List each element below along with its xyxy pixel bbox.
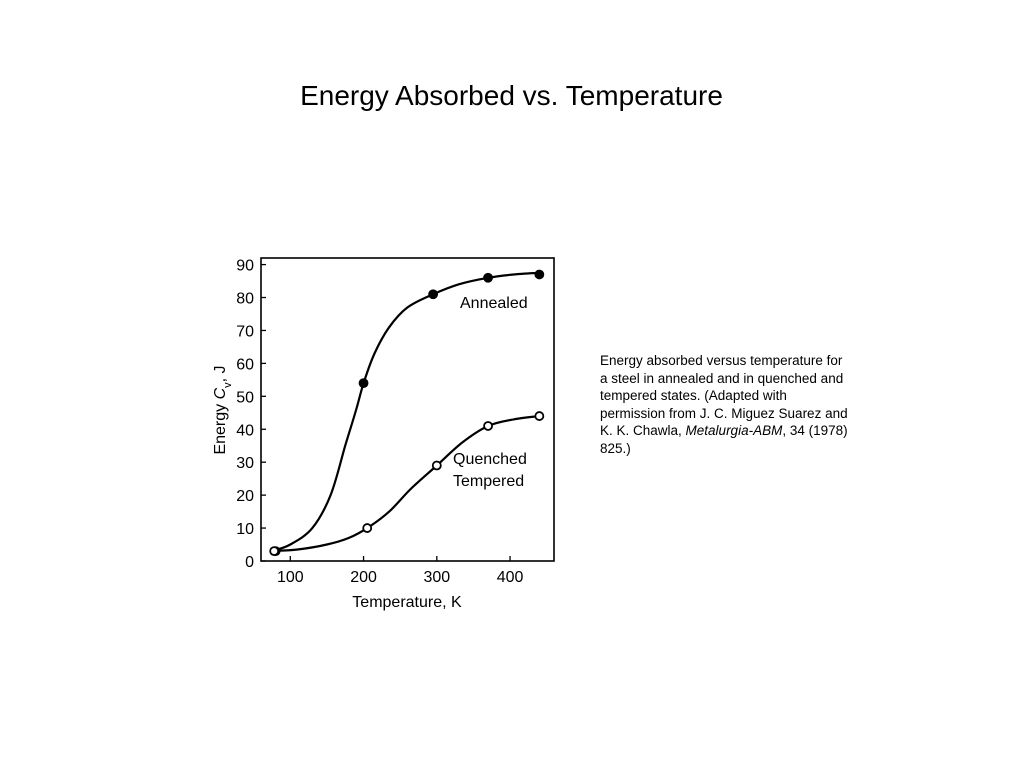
series-line-annealed [271, 271, 540, 553]
x-axis-ticks: 100 200 300 400 [277, 556, 524, 586]
y-tick-label: 60 [236, 356, 254, 373]
figure-caption: Energy absorbed versus temperature for a… [600, 352, 850, 457]
data-point-quenched-tempered [534, 411, 545, 421]
data-point-annealed [428, 289, 439, 300]
caption-citation: , 34 (1978) 825.) [600, 423, 848, 456]
y-tick-label: 0 [245, 554, 254, 571]
legend-label-tempered: Tempered [453, 473, 524, 490]
y-tick-label: 80 [236, 291, 254, 308]
data-point-quenched-tempered [362, 523, 373, 533]
data-point-quenched-tempered [483, 421, 493, 431]
data-point-annealed [483, 272, 493, 283]
y-tick-label: 40 [236, 422, 254, 439]
caption-journal: Metalurgia-ABM [685, 423, 783, 438]
legend-label-quenched: Quenched [453, 451, 527, 468]
y-axis-label: Energy Cv, J [212, 365, 234, 454]
data-point-quenched-tempered [431, 460, 442, 471]
data-point-annealed [534, 269, 545, 280]
y-tick-label: 20 [236, 488, 254, 505]
legend-label-annealed: Annealed [460, 295, 528, 312]
series-markers [269, 269, 545, 557]
y-tick-label: 90 [236, 258, 254, 275]
chart-figure: 0 10 20 30 40 50 60 70 80 90 100 200 300 400 Anneale… [205, 252, 565, 620]
y-axis-ticks: 0 10 20 30 40 50 60 70 80 90 [236, 258, 266, 571]
energy-temperature-chart: 0 10 20 30 40 50 60 70 80 90 100 200 300 400 Anneale… [212, 257, 555, 611]
caption-text: Energy absorbed versus temperature for a… [600, 353, 848, 438]
y-tick-label: 30 [236, 455, 254, 472]
series-curves [271, 271, 540, 553]
x-tick-label: 100 [277, 569, 304, 586]
data-point-annealed [358, 378, 369, 389]
x-tick-label: 200 [350, 569, 377, 586]
y-tick-label: 50 [236, 389, 254, 406]
x-axis-label: Temperature, K [352, 594, 462, 611]
y-tick-label: 10 [236, 521, 254, 538]
slide-title: Energy Absorbed vs. Temperature [300, 80, 723, 111]
plot-frame [260, 257, 555, 562]
x-tick-label: 400 [497, 569, 524, 586]
x-tick-label: 300 [423, 569, 450, 586]
data-point-quenched-tempered [269, 546, 280, 557]
y-tick-label: 70 [236, 323, 254, 340]
